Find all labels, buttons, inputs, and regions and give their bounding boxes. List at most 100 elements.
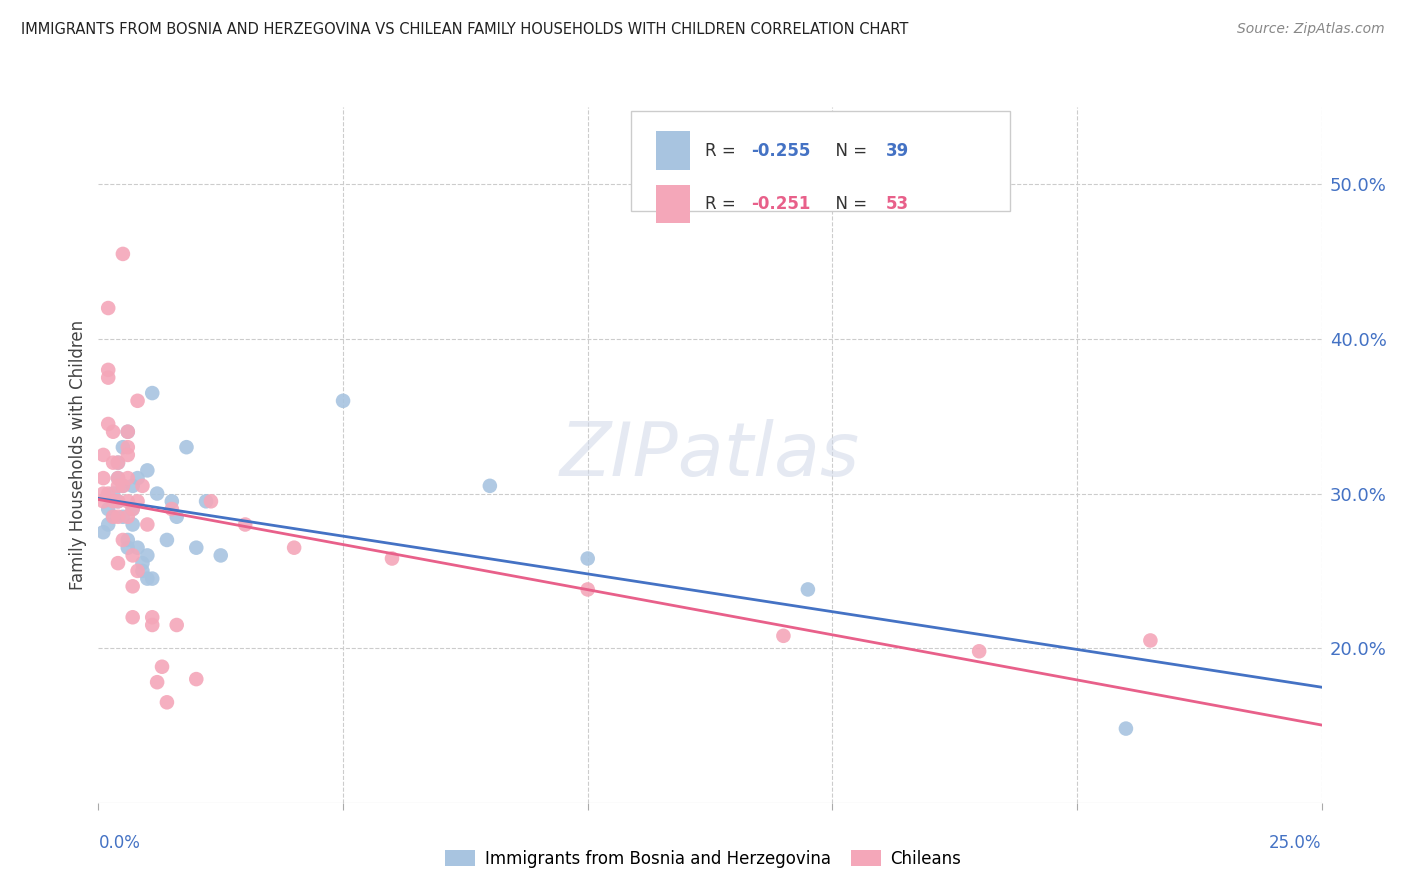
Text: N =: N =: [825, 195, 872, 213]
Text: N =: N =: [825, 142, 872, 160]
Text: 0.0%: 0.0%: [98, 834, 141, 852]
Point: [141, 610, 163, 624]
Point: [117, 509, 139, 524]
Point: [91, 448, 114, 462]
Point: [772, 629, 794, 643]
Point: [91, 471, 114, 485]
Point: [101, 509, 124, 524]
Point: [117, 541, 139, 555]
Text: 39: 39: [886, 142, 910, 160]
Point: [1115, 722, 1137, 736]
Point: [91, 486, 114, 500]
Point: [97, 301, 120, 315]
FancyBboxPatch shape: [657, 185, 690, 223]
Point: [121, 517, 143, 532]
Point: [332, 393, 354, 408]
Point: [186, 672, 208, 686]
Text: R =: R =: [706, 142, 741, 160]
Point: [160, 494, 183, 508]
Point: [127, 393, 149, 408]
Point: [111, 479, 134, 493]
Point: [107, 471, 129, 485]
Point: [121, 502, 143, 516]
Point: [101, 486, 124, 500]
Point: [478, 479, 501, 493]
Point: [797, 582, 820, 597]
Point: [141, 386, 163, 401]
Text: 53: 53: [886, 195, 910, 213]
Point: [131, 479, 153, 493]
Point: [101, 425, 124, 439]
Point: [150, 659, 173, 673]
Point: [166, 618, 188, 632]
Point: [107, 509, 129, 524]
Point: [97, 486, 120, 500]
Point: [111, 479, 134, 493]
Point: [283, 541, 305, 555]
Point: [136, 572, 159, 586]
Point: [136, 463, 159, 477]
Point: [131, 556, 153, 570]
FancyBboxPatch shape: [657, 131, 690, 169]
Point: [97, 370, 120, 384]
Point: [576, 551, 599, 566]
Text: IMMIGRANTS FROM BOSNIA AND HERZEGOVINA VS CHILEAN FAMILY HOUSEHOLDS WITH CHILDRE: IMMIGRANTS FROM BOSNIA AND HERZEGOVINA V…: [21, 22, 908, 37]
Point: [117, 425, 139, 439]
Point: [576, 582, 599, 597]
Point: [111, 247, 134, 261]
Point: [117, 533, 139, 547]
Point: [209, 549, 232, 563]
Point: [107, 479, 129, 493]
Point: [127, 471, 149, 485]
Point: [117, 471, 139, 485]
Y-axis label: Family Households with Children: Family Households with Children: [69, 320, 87, 590]
Point: [121, 610, 143, 624]
Point: [967, 644, 990, 658]
Point: [121, 479, 143, 493]
Point: [381, 551, 404, 566]
Point: [97, 502, 120, 516]
Point: [101, 456, 124, 470]
Text: R =: R =: [706, 195, 741, 213]
Point: [156, 533, 179, 547]
Point: [111, 440, 134, 454]
Point: [146, 675, 169, 690]
Point: [117, 440, 139, 454]
Point: [176, 440, 198, 454]
Legend: Immigrants from Bosnia and Herzegovina, Chileans: Immigrants from Bosnia and Herzegovina, …: [437, 844, 969, 875]
Point: [97, 417, 120, 431]
Point: [117, 494, 139, 508]
Point: [233, 517, 256, 532]
Point: [117, 448, 139, 462]
Text: Source: ZipAtlas.com: Source: ZipAtlas.com: [1237, 22, 1385, 37]
Point: [101, 509, 124, 524]
Point: [121, 579, 143, 593]
Text: ZIPatlas: ZIPatlas: [560, 419, 860, 491]
Point: [107, 494, 129, 508]
FancyBboxPatch shape: [630, 111, 1010, 211]
Point: [166, 509, 188, 524]
Point: [127, 494, 149, 508]
Point: [117, 425, 139, 439]
Point: [107, 456, 129, 470]
Text: -0.251: -0.251: [752, 195, 811, 213]
Point: [160, 502, 183, 516]
Point: [186, 541, 208, 555]
Point: [111, 533, 134, 547]
Point: [195, 494, 218, 508]
Text: 25.0%: 25.0%: [1270, 834, 1322, 852]
Point: [136, 549, 159, 563]
Point: [127, 564, 149, 578]
Point: [146, 486, 169, 500]
Point: [121, 549, 143, 563]
Point: [97, 363, 120, 377]
Text: -0.255: -0.255: [752, 142, 811, 160]
Point: [141, 618, 163, 632]
Point: [107, 556, 129, 570]
Point: [107, 494, 129, 508]
Point: [97, 517, 120, 532]
Point: [136, 517, 159, 532]
Point: [101, 494, 124, 508]
Point: [111, 509, 134, 524]
Point: [141, 572, 163, 586]
